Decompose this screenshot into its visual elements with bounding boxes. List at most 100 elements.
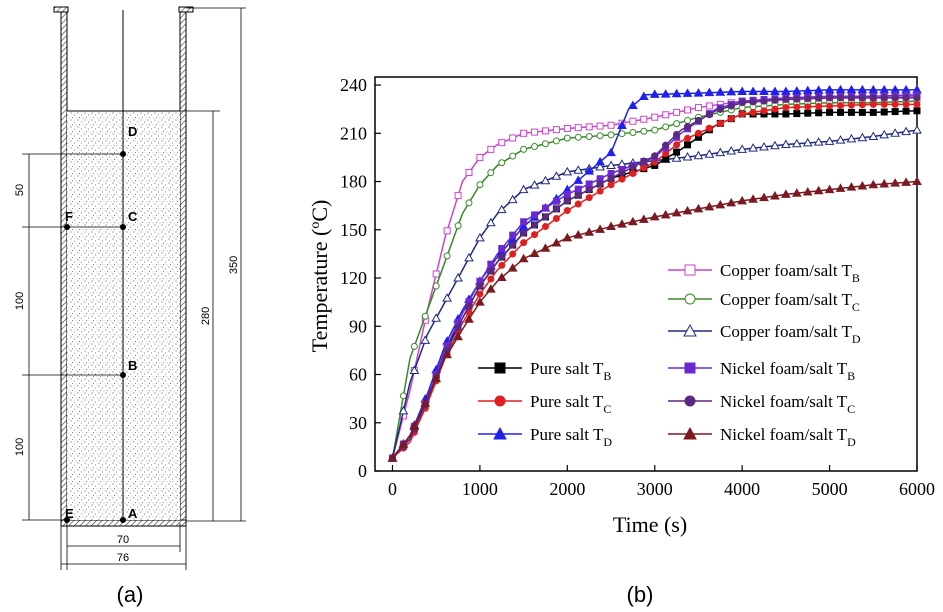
y-tick-label: 180 [340, 172, 367, 192]
data-point [464, 252, 474, 262]
data-point [705, 102, 713, 110]
temperature-chart: 0 1000 2000 3000 4000 5000 6000 0 30 60 90 120 150 18… [307, 75, 935, 607]
legend-label: Copper foam/salt TB [720, 261, 860, 285]
data-point [858, 108, 866, 116]
data-point [912, 176, 922, 186]
data-point [638, 214, 649, 223]
data-point [453, 331, 463, 341]
data-point [880, 108, 888, 116]
legend-entry: Pure salt TC [478, 392, 611, 416]
data-point [541, 127, 549, 135]
data-point [454, 192, 462, 200]
data-point [618, 169, 626, 177]
data-point [671, 153, 682, 162]
y-tick-label: 90 [349, 316, 367, 336]
data-point [781, 139, 791, 149]
y-tick-label: 60 [349, 365, 367, 385]
data-point [541, 223, 549, 231]
data-point [759, 141, 769, 151]
data-point [628, 100, 638, 110]
data-point [431, 313, 442, 322]
dim-right-350: 350 [228, 256, 240, 274]
legend-entry: Nickel foam/salt TB [668, 359, 855, 383]
data-point [837, 94, 845, 102]
data-point [387, 453, 398, 462]
data-point [673, 148, 681, 156]
data-point [476, 153, 484, 161]
data-point [694, 129, 702, 137]
data-point [913, 107, 921, 115]
plot-frame [374, 76, 918, 472]
x-tick-label: 1000 [462, 479, 498, 499]
data-point [813, 137, 824, 146]
data-point [704, 201, 715, 211]
data-point [880, 100, 888, 108]
legend-label: Nickel foam/salt TD [720, 425, 856, 449]
series-layer [387, 84, 922, 462]
data-point [682, 88, 693, 97]
data-point [574, 191, 582, 199]
data-point [496, 272, 507, 281]
data-point [804, 103, 812, 111]
caption-b: (b) [627, 582, 654, 607]
data-point [563, 206, 571, 214]
data-point [420, 335, 431, 344]
data-point [607, 174, 615, 182]
data-point [716, 119, 724, 127]
data-point [694, 116, 702, 124]
data-point [398, 439, 409, 448]
dim-left-100-upper: 100 [14, 292, 26, 310]
data-point [498, 139, 506, 147]
data-point [476, 282, 484, 290]
data-point [520, 129, 528, 137]
data-point [485, 284, 496, 293]
legend-entry: Pure salt TD [478, 425, 612, 449]
data-point [726, 197, 737, 207]
y-tick-label: 120 [340, 268, 367, 288]
x-axis-label: Time (s) [613, 512, 687, 537]
data-point [520, 229, 528, 237]
data-point [596, 132, 604, 140]
series-nickel-foam-saltd [387, 176, 922, 462]
data-point [770, 140, 780, 150]
data-point [595, 224, 605, 233]
data-point [574, 133, 582, 141]
data-point [454, 323, 462, 331]
data-point [432, 282, 440, 290]
data-point [737, 144, 748, 153]
data-point [902, 100, 910, 108]
data-point [596, 187, 604, 195]
data-point [901, 126, 911, 136]
x-tick-label: 5000 [812, 479, 848, 499]
data-point [584, 227, 595, 236]
data-point [749, 98, 757, 106]
legend-marker [494, 362, 506, 374]
data-point [464, 314, 474, 323]
axis-ticks: 0 1000 2000 3000 4000 5000 6000 0 30 60 90 120 150 18… [340, 75, 935, 499]
data-point [432, 270, 440, 278]
data-point [552, 205, 560, 213]
point-label-e: E [65, 506, 74, 521]
data-point [760, 107, 768, 115]
data-point [716, 105, 724, 113]
dim-bottom-70: 70 [117, 534, 129, 546]
data-point [704, 149, 715, 158]
data-point [509, 241, 517, 249]
data-point [879, 129, 890, 139]
legend-label: Copper foam/salt TC [720, 290, 860, 314]
data-point [684, 134, 692, 142]
data-point [781, 189, 791, 198]
data-point [409, 365, 420, 374]
data-point [585, 194, 593, 202]
legend-marker [684, 293, 696, 305]
legend-entry: Copper foam/salt TD [668, 322, 861, 346]
data-point [857, 180, 868, 190]
data-point [826, 94, 834, 102]
data-point [662, 111, 670, 119]
point-label-d: D [128, 124, 137, 139]
legend-marker [683, 323, 697, 337]
data-point [507, 194, 518, 204]
data-point [431, 373, 442, 383]
data-point [748, 86, 758, 95]
y-axis-label: Temperature (oC) [307, 200, 332, 353]
